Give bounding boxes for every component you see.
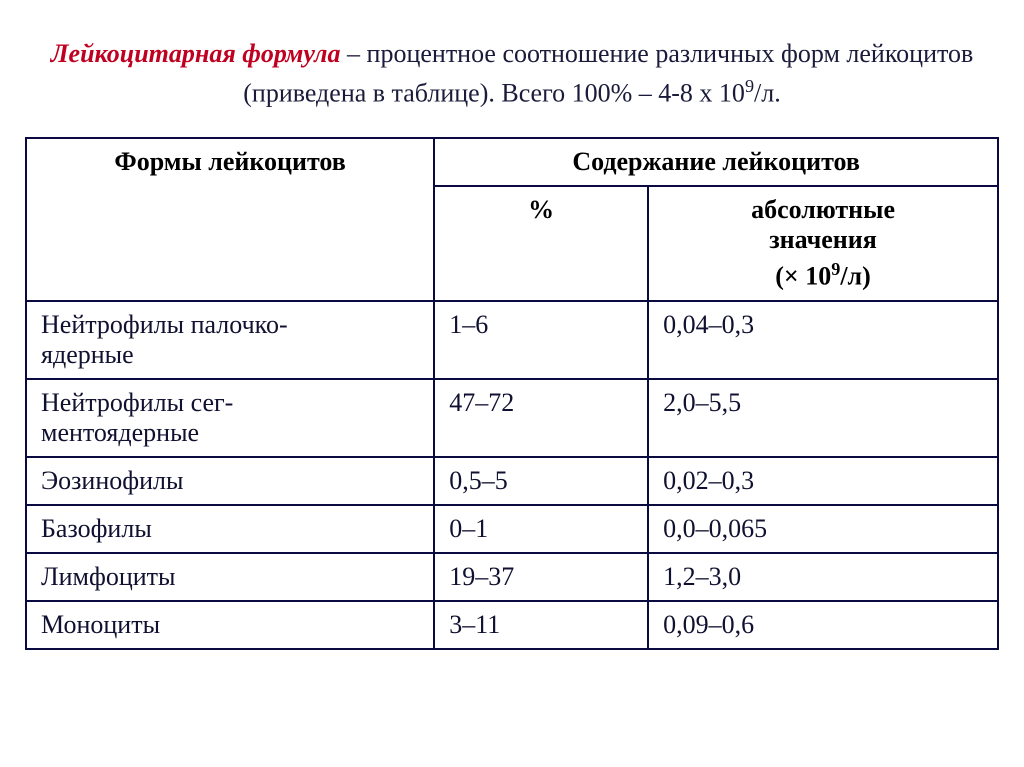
table-row: Эозинофилы 0,5–5 0,02–0,3 <box>26 457 998 505</box>
cell-percent: 19–37 <box>434 553 648 601</box>
table-row: Нейтрофилы сег-ментоядерные 47–72 2,0–5,… <box>26 379 998 457</box>
cell-percent: 0–1 <box>434 505 648 553</box>
header-forms: Формы лейкоцитов <box>26 138 434 301</box>
cell-abs: 2,0–5,5 <box>648 379 998 457</box>
cell-abs: 0,09–0,6 <box>648 601 998 649</box>
table-row: Лимфоциты 19–37 1,2–3,0 <box>26 553 998 601</box>
header-absolute-line2: значения <box>769 225 877 254</box>
cell-abs: 0,04–0,3 <box>648 301 998 379</box>
cell-name: Базофилы <box>26 505 434 553</box>
table-row: Базофилы 0–1 0,0–0,065 <box>26 505 998 553</box>
cell-abs: 0,0–0,065 <box>648 505 998 553</box>
leukocyte-table: Формы лейкоцитов Содержание лейкоцитов %… <box>25 137 999 650</box>
header-absolute: абсолютные значения (× 109/л) <box>648 186 998 301</box>
heading-term: Лейкоцитарная формула <box>51 39 341 68</box>
cell-name: Нейтрофилы палочко-ядерные <box>26 301 434 379</box>
heading-sup: 9 <box>745 76 754 96</box>
cell-percent: 0,5–5 <box>434 457 648 505</box>
header-content: Содержание лейкоцитов <box>434 138 998 186</box>
table-body: Нейтрофилы палочко-ядерные 1–6 0,04–0,3 … <box>26 301 998 649</box>
header-absolute-unit: (× 109/л) <box>663 259 983 292</box>
table-row: Моноциты 3–11 0,09–0,6 <box>26 601 998 649</box>
heading-body-1: – процентное соотношение различных форм … <box>243 39 973 107</box>
table-row: Нейтрофилы палочко-ядерные 1–6 0,04–0,3 <box>26 301 998 379</box>
cell-name: Лимфоциты <box>26 553 434 601</box>
cell-percent: 3–11 <box>434 601 648 649</box>
cell-percent: 1–6 <box>434 301 648 379</box>
cell-abs: 0,02–0,3 <box>648 457 998 505</box>
header-percent: % <box>434 186 648 301</box>
cell-name: Нейтрофилы сег-ментоядерные <box>26 379 434 457</box>
cell-abs: 1,2–3,0 <box>648 553 998 601</box>
cell-percent: 47–72 <box>434 379 648 457</box>
cell-name: Моноциты <box>26 601 434 649</box>
cell-name: Эозинофилы <box>26 457 434 505</box>
header-absolute-line1: абсолютные <box>751 195 895 224</box>
heading-body-2: /л. <box>754 78 781 107</box>
page-heading: Лейкоцитарная формула – процентное соотн… <box>25 35 999 112</box>
